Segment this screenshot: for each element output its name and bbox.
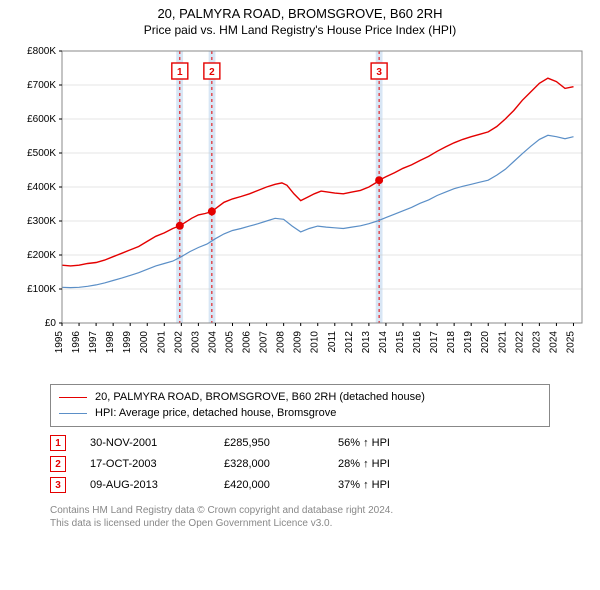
x-tick-label: 2001 [156,330,167,353]
x-tick-label: 2022 [514,330,525,353]
series-hpi [62,135,574,287]
y-tick-label: £0 [45,318,57,329]
sale-marker-number: 2 [209,67,215,78]
x-tick-label: 2018 [446,330,457,353]
series-property [62,78,574,266]
sale-marker-dot [208,207,216,215]
y-tick-label: £600K [27,114,56,125]
x-tick-label: 2012 [344,330,355,353]
sales-table: 1 30-NOV-2001 £285,950 56% ↑ HPI 2 17-OCT-200… [50,433,550,496]
legend: 20, PALMYRA ROAD, BROMSGROVE, B60 2RH (d… [50,384,550,427]
sales-row: 2 17-OCT-2003 £328,000 28% ↑ HPI [50,454,550,475]
sale-number-box: 2 [50,456,66,472]
sale-price: £285,950 [224,433,314,454]
x-tick-label: 2014 [378,330,389,353]
x-tick-label: 2010 [310,330,321,353]
y-tick-label: £700K [27,80,56,91]
sales-row: 3 09-AUG-2013 £420,000 37% ↑ HPI [50,475,550,496]
x-tick-label: 2011 [327,330,338,352]
y-tick-label: £500K [27,148,56,159]
x-tick-label: 2000 [139,330,150,353]
y-tick-label: £100K [27,284,56,295]
chart-container: 20, PALMYRA ROAD, BROMSGROVE, B60 2RH Pr… [0,0,600,544]
x-tick-label: 1998 [105,330,116,353]
sale-delta: 37% ↑ HPI [338,475,390,496]
y-tick-label: £200K [27,250,56,261]
legend-label: 20, PALMYRA ROAD, BROMSGROVE, B60 2RH (d… [95,389,425,406]
x-tick-label: 2015 [395,330,406,353]
legend-swatch [59,397,87,398]
sale-number-box: 1 [50,435,66,451]
sale-date: 09-AUG-2013 [90,475,200,496]
x-tick-label: 2004 [207,330,218,353]
attribution-line: This data is licensed under the Open Gov… [50,517,550,530]
sale-number-box: 3 [50,477,66,493]
x-tick-label: 1999 [122,330,133,353]
x-tick-label: 2006 [242,330,253,353]
x-tick-label: 2023 [531,330,542,353]
sale-marker-number: 3 [376,67,382,78]
sale-date: 17-OCT-2003 [90,454,200,475]
attribution-text: Contains HM Land Registry data © Crown c… [50,504,550,530]
x-tick-label: 2013 [361,330,372,353]
x-tick-label: 2007 [259,330,270,353]
x-tick-label: 2017 [429,330,440,353]
x-tick-label: 2024 [548,330,559,353]
x-tick-label: 2016 [412,330,423,353]
x-tick-label: 2020 [480,330,491,353]
sales-row: 1 30-NOV-2001 £285,950 56% ↑ HPI [50,433,550,454]
sale-date: 30-NOV-2001 [90,433,200,454]
y-tick-label: £800K [27,46,56,57]
sale-price: £328,000 [224,454,314,475]
y-tick-label: £300K [27,216,56,227]
sale-delta: 56% ↑ HPI [338,433,390,454]
x-tick-label: 2005 [224,330,235,353]
sale-marker-dot [375,176,383,184]
x-tick-label: 2002 [173,330,184,353]
x-tick-label: 1995 [54,330,65,353]
x-tick-label: 2021 [497,330,508,353]
sale-delta: 28% ↑ HPI [338,454,390,475]
y-tick-label: £400K [27,182,56,193]
sale-price: £420,000 [224,475,314,496]
x-tick-label: 2019 [463,330,474,353]
legend-item: 20, PALMYRA ROAD, BROMSGROVE, B60 2RH (d… [59,389,541,406]
attribution-line: Contains HM Land Registry data © Crown c… [50,504,550,517]
line-chart-svg: 1 2 3 £0 £100K £200K £300K £400K £500K £600K £700K… [10,43,590,373]
sale-marker-number: 1 [177,67,183,78]
chart-subtitle: Price paid vs. HM Land Registry's House … [10,23,590,37]
x-tick-label: 2025 [565,330,576,353]
chart-plot-area: 1 2 3 £0 £100K £200K £300K £400K £500K £600K £700K… [10,43,590,378]
x-tick-label: 2008 [276,330,287,353]
legend-label: HPI: Average price, detached house, Brom… [95,405,336,422]
x-tick-label: 2009 [293,330,304,353]
x-tick-label: 1997 [88,330,99,353]
sale-marker-dot [176,222,184,230]
legend-swatch [59,413,87,414]
legend-item: HPI: Average price, detached house, Brom… [59,405,541,422]
x-tick-label: 2003 [190,330,201,353]
chart-title: 20, PALMYRA ROAD, BROMSGROVE, B60 2RH [10,6,590,23]
x-tick-label: 1996 [71,330,82,353]
